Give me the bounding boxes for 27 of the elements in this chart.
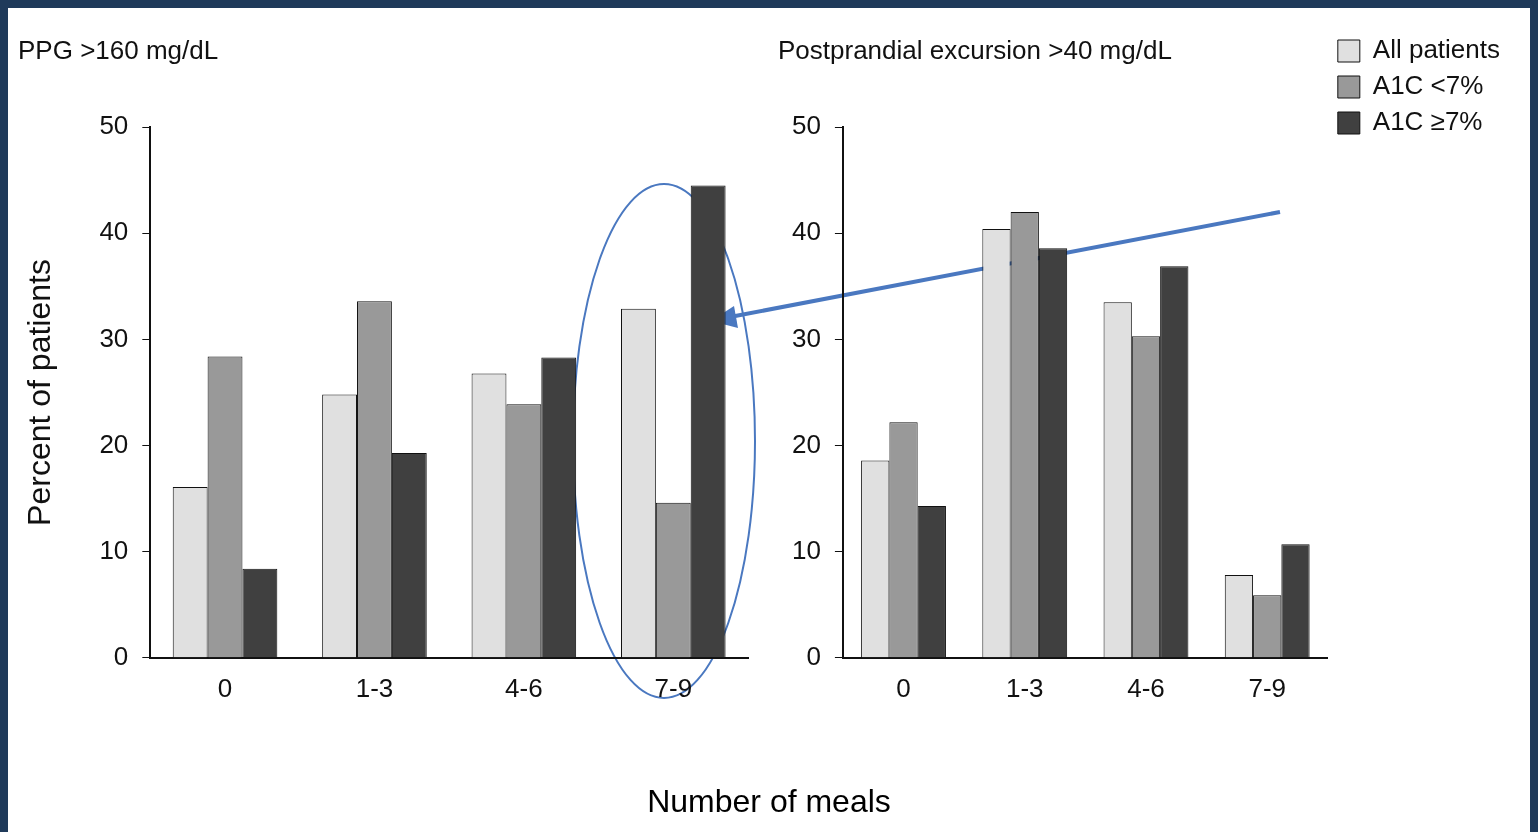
y-tick-label: 10	[792, 534, 821, 565]
x-tick-label: 4-6	[505, 672, 543, 703]
legend-label: All patients	[1372, 34, 1501, 65]
y-tick-label: 40	[99, 216, 129, 247]
chart-title: PPG >160 mg/dL	[18, 34, 219, 65]
legend-label: A1C ≥7%	[1372, 106, 1483, 137]
y-tick-label: 30	[792, 322, 821, 353]
y-tick-label: 20	[99, 428, 129, 459]
x-tick-label: 0	[217, 672, 233, 703]
x-tick-label: 7-9	[1248, 672, 1286, 703]
x-tick-label: 4-6	[1127, 672, 1165, 703]
chart-title: Postprandial excursion >40 mg/dL	[778, 34, 1172, 65]
y-tick-label: 50	[99, 110, 129, 141]
y-tick-label: 10	[99, 534, 129, 565]
y-axis-title: Percent of patients	[21, 259, 58, 526]
y-tick-label: 0	[806, 640, 821, 671]
y-tick-label: 30	[99, 322, 129, 353]
y-tick-label: 20	[792, 428, 821, 459]
x-tick-label: 0	[896, 672, 911, 703]
y-tick-label: 0	[113, 640, 129, 671]
x-tick-label: 1-3	[1005, 672, 1044, 703]
x-axis-title: Number of meals	[646, 783, 892, 820]
legend-label: A1C <7%	[1372, 70, 1484, 101]
x-tick-label: 7-9	[654, 672, 693, 703]
y-tick-label: 50	[792, 110, 821, 141]
y-tick-label: 40	[792, 216, 821, 247]
x-tick-label: 1-3	[355, 672, 394, 703]
